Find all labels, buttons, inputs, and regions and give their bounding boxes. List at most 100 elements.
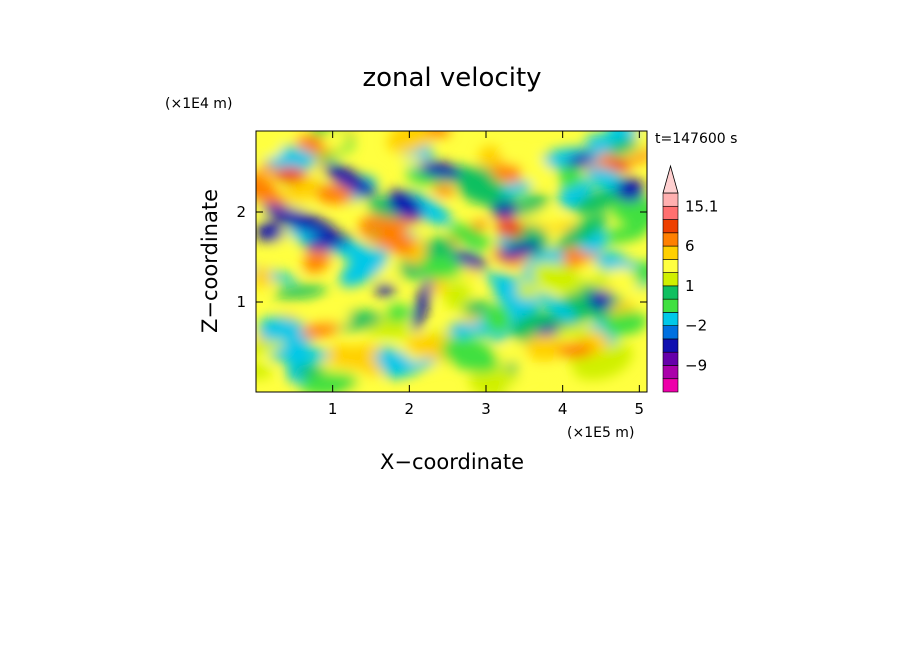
x-tick-label: 5 <box>635 400 645 418</box>
colorbar-segment <box>662 192 679 207</box>
field-blob <box>525 334 563 362</box>
x-tick-label: 2 <box>405 400 415 418</box>
field-feature <box>412 277 432 333</box>
field-blob <box>303 248 330 273</box>
x-axis-ticks: 1 2 3 4 5 <box>328 131 644 418</box>
field-blob <box>574 188 622 215</box>
field-blob <box>500 150 528 166</box>
field-blob <box>464 166 494 180</box>
field-blob <box>611 195 647 227</box>
colorbar-label: −9 <box>685 356 707 374</box>
field-blob <box>256 131 283 160</box>
field-blob <box>585 167 626 190</box>
x-axis-label: X−coordinate <box>380 450 524 474</box>
field-feature <box>588 290 612 310</box>
field-feature <box>452 250 488 270</box>
colorbar-segment <box>662 205 679 220</box>
field-feature <box>375 284 395 296</box>
field-feature <box>262 203 338 237</box>
field-blob <box>274 285 328 299</box>
colorbar-segment <box>662 351 679 366</box>
field-blob <box>500 181 533 197</box>
field-feature <box>557 342 593 358</box>
field-feature <box>274 167 306 183</box>
field-blob <box>448 223 491 250</box>
field-blob <box>628 137 647 164</box>
field-blob <box>556 213 608 250</box>
colorbar-label: −2 <box>685 317 707 335</box>
field-blob <box>478 145 501 169</box>
field-blob <box>257 316 314 349</box>
field-blob <box>256 172 281 205</box>
field-feature <box>270 347 330 363</box>
y-tick-label: 2 <box>236 203 246 221</box>
field-feature <box>448 322 476 338</box>
field-blob <box>516 282 537 299</box>
y-tick-label: 1 <box>236 293 246 311</box>
colorbar-segment <box>662 272 679 287</box>
chart-title: zonal velocity <box>362 63 541 93</box>
field-feature <box>375 224 415 256</box>
field-blob <box>432 184 456 196</box>
y-axis-label: Z−coordinate <box>198 189 222 333</box>
field-blob <box>277 145 299 169</box>
y-axis-ticks: 12 <box>236 203 647 311</box>
colorbar-segment <box>662 365 679 380</box>
field-blob <box>339 248 389 287</box>
field-blob <box>511 194 549 216</box>
field-feature <box>610 158 630 172</box>
y-scale-label: (×1E4 m) <box>165 96 232 112</box>
field-blob <box>606 267 640 292</box>
field-feature <box>387 189 423 221</box>
x-tick-label: 4 <box>558 400 568 418</box>
field-blob <box>313 184 354 205</box>
colorbar-label: 1 <box>685 277 695 295</box>
field-blob <box>558 162 582 189</box>
colorbar-segment <box>662 245 679 260</box>
field-blob <box>603 311 647 336</box>
field-blob <box>608 139 639 154</box>
field-blob <box>504 371 560 392</box>
colorbar-extend-arrow <box>662 164 679 194</box>
field-blob <box>321 131 348 151</box>
field-blob <box>368 197 392 216</box>
field-blob <box>419 256 463 280</box>
colorbar-segment <box>662 312 679 326</box>
field-feature <box>498 241 542 259</box>
colorbar-segment <box>662 232 679 247</box>
field-blob <box>256 340 286 358</box>
field-blob <box>579 262 600 281</box>
field-blob <box>387 131 436 154</box>
colorbar-segment <box>662 338 679 353</box>
field-feature <box>304 233 352 251</box>
x-scale-label: (×1E5 m) <box>567 425 634 441</box>
colorbar-label: 15.1 <box>685 197 718 215</box>
field-feature <box>566 152 594 168</box>
colorbar-segment <box>662 298 679 313</box>
field-feature <box>496 219 524 237</box>
time-label: t=147600 s <box>655 131 737 147</box>
field-blob <box>483 272 522 286</box>
field-blob <box>598 225 647 244</box>
colorbar-segment <box>662 378 679 393</box>
field-blob <box>633 261 647 284</box>
field-feature <box>418 161 462 179</box>
colorbar-segment <box>662 325 679 340</box>
field-blob <box>328 344 382 378</box>
field-feature <box>616 178 644 202</box>
field-feature <box>491 202 519 218</box>
field-feature <box>536 324 560 336</box>
field-feature <box>323 163 377 197</box>
field-feature <box>300 322 340 338</box>
colorbar-label: 6 <box>685 237 695 255</box>
plot-frame <box>255 130 648 393</box>
heatmap-field <box>256 131 647 392</box>
field-blob <box>537 292 578 323</box>
field-blob <box>523 156 551 187</box>
colorbar-segment <box>662 219 679 234</box>
field-blob <box>386 303 410 324</box>
field-blob <box>484 304 512 335</box>
heatmap-blobs <box>256 131 647 392</box>
field-blob <box>387 357 440 379</box>
